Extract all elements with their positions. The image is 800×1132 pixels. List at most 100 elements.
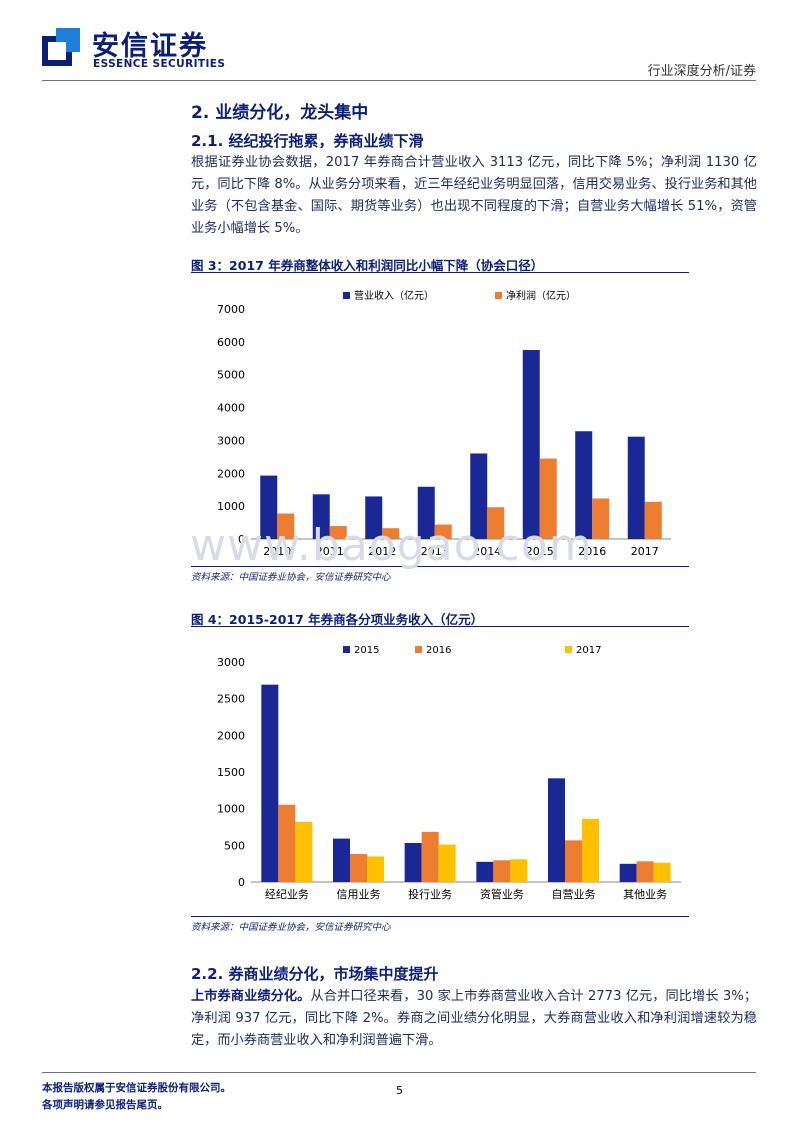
legend-swatch	[565, 646, 572, 653]
y-tick-label: 0	[238, 876, 245, 889]
bar--3	[434, 524, 452, 539]
legend-swatch	[495, 292, 502, 299]
x-tick-label: 2017	[631, 545, 659, 558]
bar-2017-4	[582, 818, 599, 882]
x-tick-label: 自营业务	[552, 887, 596, 901]
figure-3-source: 资料来源：中国证券业协会，安信证券研究中心	[191, 572, 391, 583]
logo-text-cn: 安信证券	[92, 31, 208, 62]
figure-4-title: 图 4：2015-2017 年券商各分项业务收入（亿元）	[191, 612, 484, 627]
bar--0	[277, 513, 295, 539]
bar--5	[539, 458, 557, 539]
figure-4-source: 资料来源：中国证券业协会，安信证券研究中心	[191, 922, 391, 933]
bar--7	[644, 501, 662, 539]
x-tick-label: 2011	[316, 545, 344, 558]
legend-label: 2016	[426, 645, 451, 656]
legend-swatch	[415, 646, 422, 653]
y-tick-label: 1500	[217, 766, 245, 779]
bar--2	[382, 528, 400, 539]
legend-swatch	[343, 292, 350, 299]
bar--5	[522, 350, 540, 539]
bar-2015-3	[476, 861, 494, 882]
paragraph-2-2-lead: 上市券商业绩分化。	[191, 989, 311, 1004]
page-number: 5	[396, 1084, 403, 1097]
footer-divider	[42, 1072, 756, 1073]
bar-2017-3	[510, 859, 528, 882]
x-tick-label: 2012	[368, 545, 396, 558]
x-tick-label: 投行业务	[408, 887, 452, 901]
bar--3	[417, 486, 435, 539]
x-tick-label: 信用业务	[337, 888, 381, 901]
bar-2016-2	[421, 831, 439, 882]
logo-mark-icon	[42, 28, 80, 66]
legend-swatch	[343, 646, 350, 653]
y-tick-label: 500	[224, 839, 245, 852]
watermark: www.baogao.com	[190, 520, 593, 571]
figure-4-top-rule	[191, 626, 689, 627]
bar--7	[627, 436, 645, 539]
bar--4	[470, 453, 488, 539]
y-tick-label: 7000	[217, 303, 245, 316]
bar-2017-5	[653, 862, 671, 882]
report-category: 行业深度分析/证券	[647, 64, 756, 79]
x-tick-label: 2016	[578, 545, 606, 558]
y-tick-label: 2500	[217, 693, 245, 706]
x-tick-label: 其他业务	[623, 888, 667, 901]
header-divider	[42, 80, 756, 81]
logo-text-en: ESSENCE SECURITIES	[93, 58, 226, 70]
bar-2015-1	[333, 838, 350, 882]
y-tick-label: 4000	[217, 402, 245, 415]
legend-label: 净利润（亿元）	[506, 289, 576, 302]
bar-2016-5	[636, 861, 654, 882]
bar-2015-4	[548, 778, 565, 882]
paragraph-2-1: 根据证券业协会数据，2017 年券商合计营业收入 3113 亿元，同比下降 5%…	[191, 155, 757, 236]
legend-label: 2015	[354, 645, 379, 656]
y-tick-label: 5000	[217, 369, 245, 382]
bar-2015-0	[261, 684, 279, 882]
subsection-title-2-1: 2.1. 经纪投行拖累，券商业绩下滑	[191, 132, 424, 150]
bar--6	[575, 431, 593, 539]
figure-3-title: 图 3：2017 年券商整体收入和利润同比小幅下降（协会口径）	[191, 258, 544, 273]
bar-2015-2	[404, 842, 422, 882]
figure-4-chart: 0 500 1000 1500 2000 2500 3000 经纪业务 信用业务 投行业务 资管业务…	[217, 645, 681, 901]
x-tick-label: 2010	[263, 545, 291, 558]
bar--6	[592, 498, 610, 539]
y-tick-label: 0	[238, 533, 245, 546]
bar-2017-0	[295, 821, 313, 882]
footer-copyright: 本报告版权属于安信证券股份有限公司。	[42, 1082, 231, 1094]
section-title: 2. 业绩分化，龙头集中	[191, 103, 369, 123]
figure-3-bottom-rule	[191, 566, 689, 567]
bar-2017-1	[367, 856, 384, 882]
y-tick-label: 2000	[217, 467, 245, 480]
y-tick-label: 1000	[217, 500, 245, 513]
bar-2016-4	[565, 840, 582, 882]
x-tick-label: 2013	[421, 545, 449, 558]
y-tick-label: 2000	[217, 729, 245, 742]
bar--1	[329, 526, 347, 539]
bar-2016-0	[278, 804, 296, 882]
figure-4-bottom-rule	[191, 916, 689, 917]
legend-label: 营业收入（亿元）	[354, 289, 434, 302]
paragraph-2-2-body: 从合并口径来看，30 家上市券商营业收入合计 2773 亿元，同比增长 3%；净…	[191, 989, 758, 1048]
bar--1	[312, 494, 330, 539]
paragraph-2-2: 上市券商业绩分化。从合并口径来看，30 家上市券商营业收入合计 2773 亿元，…	[191, 986, 757, 1052]
subsection-title-2-2: 2.2. 券商业绩分化，市场集中度提升	[191, 965, 439, 983]
footer-disclaimer: 各项声明请参见报告尾页。	[42, 1099, 168, 1111]
y-tick-label: 6000	[217, 336, 245, 349]
y-tick-label: 1000	[217, 803, 245, 816]
x-tick-label: 2014	[473, 545, 501, 558]
bar-2016-3	[493, 860, 511, 882]
bar-2015-5	[619, 863, 637, 882]
y-tick-label: 3000	[217, 434, 245, 447]
bar-2016-1	[350, 853, 367, 882]
bar--4	[487, 507, 505, 539]
legend-label: 2017	[576, 645, 601, 656]
figure-3-top-rule	[191, 272, 689, 273]
bar-2017-2	[438, 844, 456, 882]
bar--2	[365, 496, 383, 539]
bar--0	[260, 475, 278, 539]
x-tick-label: 2015	[526, 545, 554, 558]
y-tick-label: 3000	[217, 656, 245, 669]
x-tick-label: 资管业务	[480, 887, 524, 901]
figure-3-chart: 0 1000 2000 3000 4000 5000 6000 7000 2010 2011 201…	[217, 289, 671, 558]
x-tick-label: 经纪业务	[265, 888, 309, 901]
